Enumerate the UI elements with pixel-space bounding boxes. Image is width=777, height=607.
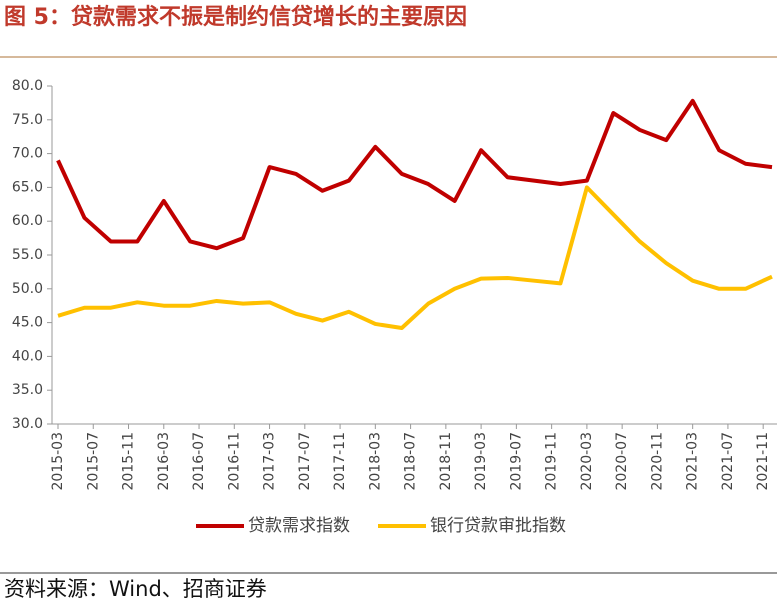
x-tick-label: 2021-07 [720,432,736,491]
chart-title: 图 5：贷款需求不振是制约信贷增长的主要原因 [4,4,467,30]
x-tick-label: 2019-11 [544,432,560,491]
y-tick-label: 45.0 [12,315,43,331]
line-series [56,98,773,251]
line-series [57,185,773,331]
x-tick-label: 2021-03 [685,432,701,491]
y-tick-label: 70.0 [12,146,43,162]
x-tick-label: 2016-03 [156,432,172,491]
legend-label: 贷款需求指数 [248,516,350,536]
x-tick-label: 2020-03 [579,432,595,491]
x-tick-label: 2017-03 [262,432,278,491]
x-tick-label: 2019-03 [473,432,489,491]
x-tick-label: 2015-11 [121,432,137,491]
y-tick-label: 65.0 [12,179,43,195]
y-tick-label: 50.0 [12,281,43,297]
x-tick-label: 2016-07 [191,432,207,491]
x-tick-label: 2019-07 [508,432,524,491]
x-tick-label: 2016-11 [226,432,242,491]
x-tick-label: 2017-07 [297,432,313,491]
y-tick-label: 30.0 [12,416,43,432]
x-tick-label: 2018-07 [403,432,419,491]
x-tick-label: 2018-11 [438,432,454,491]
y-tick-label: 35.0 [12,382,43,398]
x-tick-label: 2017-11 [332,432,348,491]
y-tick-label: 75.0 [12,112,43,128]
x-tick-label: 2015-07 [85,432,101,491]
x-tick-label: 2018-03 [367,432,383,491]
x-tick-label: 2015-03 [50,432,66,491]
x-tick-label: 2020-11 [649,432,665,491]
legend-label: 银行贷款审批指数 [430,516,566,536]
y-tick-label: 55.0 [12,247,43,263]
y-tick-label: 80.0 [12,78,43,94]
y-tick-label: 40.0 [12,348,43,364]
x-tick-label: 2020-07 [614,432,630,491]
y-tick-label: 60.0 [12,213,43,229]
x-tick-label: 2021-11 [755,432,771,491]
source: 资料来源：Wind、招商证券 [4,577,267,601]
